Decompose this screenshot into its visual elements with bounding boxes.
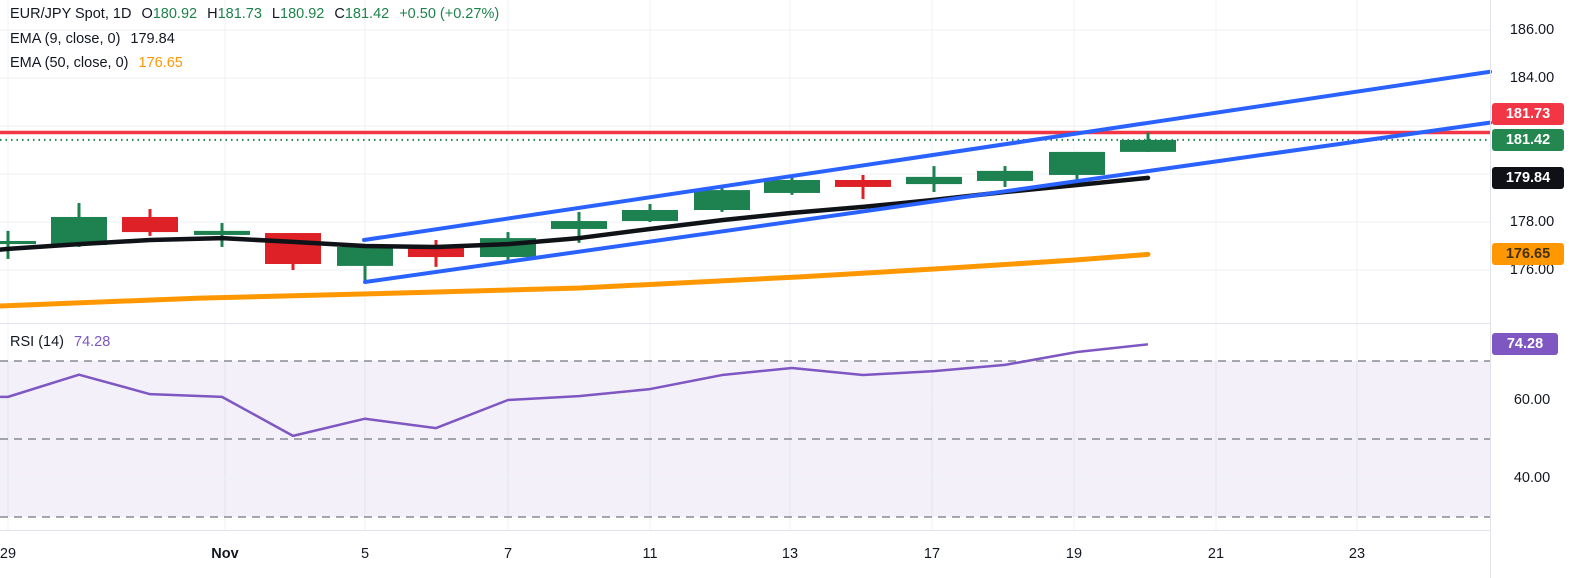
ema50-price-badge: 176.65 <box>1492 243 1564 265</box>
time-axis-label: 13 <box>781 546 799 562</box>
candle-body[interactable] <box>835 180 891 187</box>
rsi-legend: RSI (14) 74.28 <box>10 334 120 359</box>
time-axis[interactable]: 29 Nov 5 7 11 13 17 19 21 23 <box>0 531 1490 578</box>
channel-lower[interactable] <box>363 120 1492 284</box>
candle-body[interactable] <box>977 170 1033 181</box>
candle-body[interactable] <box>194 230 250 235</box>
rsi-line[interactable] <box>0 343 1149 438</box>
symbol-title: EUR/JPY Spot, 1D <box>10 6 132 22</box>
time-axis-label: 19 <box>1065 546 1083 562</box>
candle-body[interactable] <box>551 221 607 229</box>
price-axis-label: 186.00 <box>1509 22 1555 38</box>
time-axis-label: 17 <box>923 546 941 562</box>
ema50-line[interactable] <box>0 251 1151 309</box>
rsi-value: 74.28 <box>74 334 111 350</box>
candle-body[interactable] <box>122 216 178 233</box>
candle-body[interactable] <box>337 246 393 266</box>
rsi-value-badge: 74.28 <box>1492 333 1558 355</box>
change-value: +0.50 (+0.27%) <box>399 6 500 22</box>
rsi-legend-row[interactable]: RSI (14) 74.28 <box>10 334 120 359</box>
time-axis-label: 5 <box>360 546 370 562</box>
ohlc-open: O180.92 <box>141 6 198 22</box>
symbol-legend-row[interactable]: EUR/JPY Spot, 1D O180.92 H181.73 L180.92… <box>10 6 509 31</box>
candle-body[interactable] <box>1049 151 1105 175</box>
candle-body[interactable] <box>764 180 820 193</box>
ema50-value: 176.65 <box>138 55 183 71</box>
ema9-value: 179.84 <box>130 30 175 47</box>
candle-body[interactable] <box>694 190 750 210</box>
last-price-badge: 181.42 <box>1492 129 1564 151</box>
candle-body[interactable] <box>906 176 962 185</box>
ema9-price-badge: 179.84 <box>1492 167 1564 189</box>
ema50-legend-row[interactable]: EMA (50, close, 0) 176.65 <box>10 55 509 80</box>
ohlc-close: C181.42 <box>334 6 390 22</box>
candle-body[interactable] <box>0 240 36 245</box>
candle-body[interactable] <box>265 233 321 264</box>
rsi-label: RSI (14) <box>10 334 64 350</box>
time-axis-label: 7 <box>503 546 513 562</box>
high-price-badge: 181.73 <box>1492 103 1564 125</box>
time-axis-label: 21 <box>1207 546 1225 562</box>
ema9-label: EMA (9, close, 0) <box>10 30 121 47</box>
candle-body[interactable] <box>1120 139 1176 152</box>
price-axis-separator <box>1490 0 1491 578</box>
candle-body[interactable] <box>51 216 107 246</box>
ohlc-low: L180.92 <box>271 6 325 22</box>
ema9-legend-row[interactable]: EMA (9, close, 0) 179.84 <box>10 31 509 56</box>
price-axis-label: 176.00 <box>1509 262 1555 278</box>
ema50-label: EMA (50, close, 0) <box>10 55 129 71</box>
time-axis-label: 23 <box>1348 546 1366 562</box>
rsi-axis-label: 60.00 <box>1513 392 1551 408</box>
channel-upper[interactable] <box>362 69 1492 242</box>
price-axis-label: 184.00 <box>1509 70 1555 86</box>
panel-separator[interactable] <box>0 323 1490 324</box>
ohlc-high: H181.73 <box>207 6 262 22</box>
time-axis-label: 29 <box>0 546 17 562</box>
legend: EUR/JPY Spot, 1D O180.92 H181.73 L180.92… <box>10 6 509 80</box>
time-axis-label: Nov <box>211 546 239 562</box>
price-axis-label: 178.00 <box>1509 214 1555 230</box>
time-axis-label: 11 <box>642 546 658 562</box>
candle-body[interactable] <box>622 210 678 222</box>
ema9-line[interactable] <box>0 175 1151 252</box>
time-axis-separator <box>0 530 1490 531</box>
candle-body[interactable] <box>408 246 464 258</box>
rsi-axis-label: 40.00 <box>1513 470 1551 486</box>
